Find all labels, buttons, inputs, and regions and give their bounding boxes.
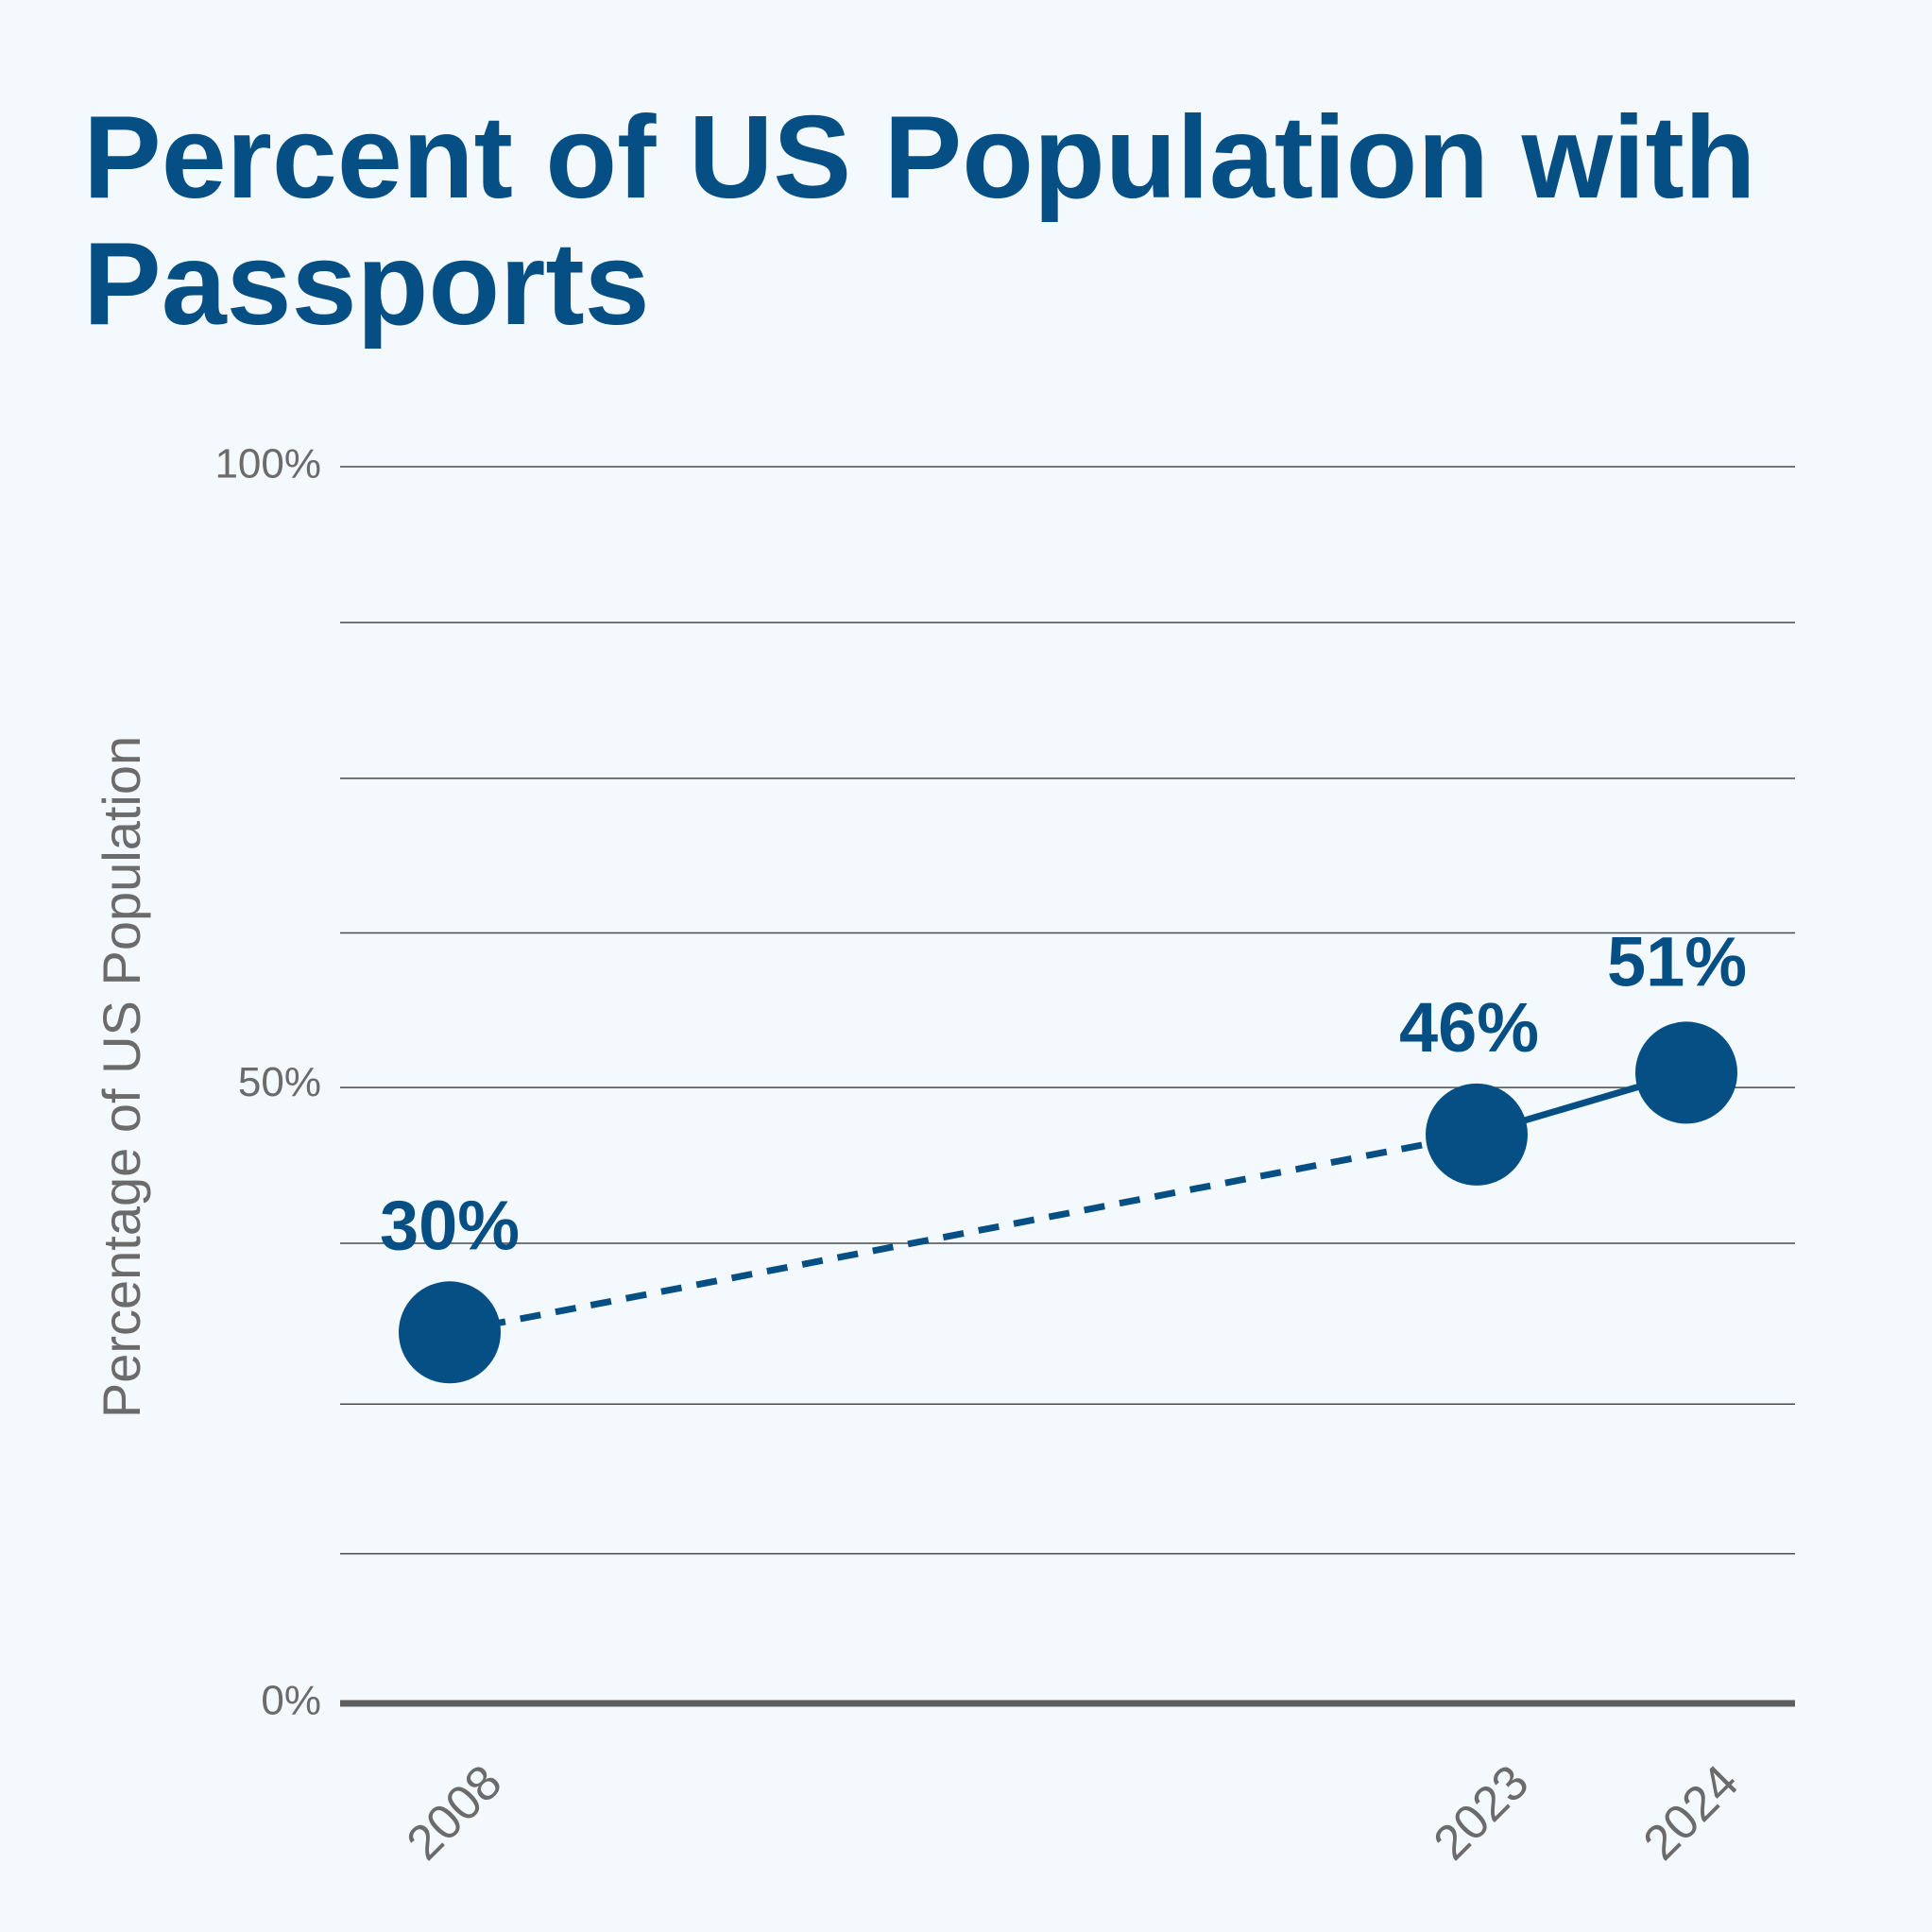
y-tick-label: 100% <box>214 441 321 487</box>
data-point <box>1426 1083 1528 1186</box>
y-tick-label: 50% <box>238 1059 321 1105</box>
series-line-segment <box>449 1131 1478 1336</box>
x-tick-label: 2023 <box>1424 1754 1540 1871</box>
y-tick-label: 0% <box>261 1678 321 1724</box>
data-label: 51% <box>1607 922 1747 1000</box>
x-tick-label: 2008 <box>397 1754 513 1871</box>
y-axis-label: Percentage of US Population <box>92 736 151 1418</box>
chart-title: Percent of US Population with Passports <box>83 93 1756 350</box>
x-tick-label: 2024 <box>1633 1754 1750 1871</box>
data-point <box>1635 1021 1737 1124</box>
data-label: 46% <box>1399 988 1539 1067</box>
data-point <box>399 1281 501 1384</box>
data-label: 30% <box>380 1186 520 1264</box>
